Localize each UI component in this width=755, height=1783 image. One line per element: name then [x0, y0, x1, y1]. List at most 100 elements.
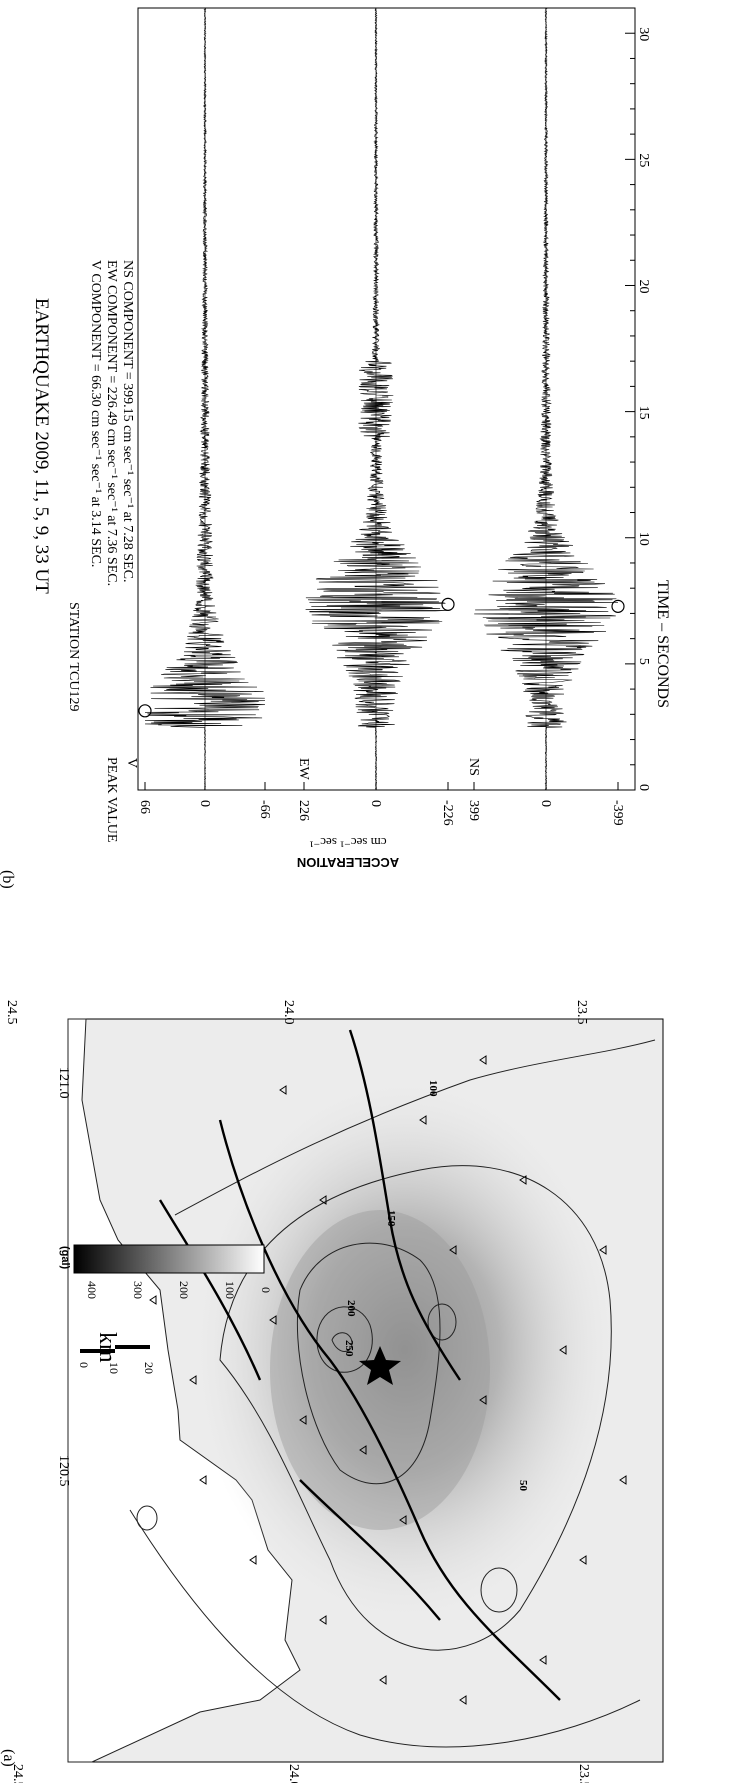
contour-label-100: 100: [427, 1080, 439, 1097]
seismogram-title: EARTHQUAKE 2009, 11, 5, 9, 33 UT: [31, 298, 52, 594]
colorbar-tick-0: 0: [259, 1287, 273, 1293]
station-marker: [319, 1615, 327, 1625]
station-marker: [359, 1445, 367, 1455]
panel-b-label: (b): [0, 870, 16, 889]
map-lon-tick-120.5: 120.5: [56, 1455, 71, 1487]
x-tick-label: 25: [636, 153, 651, 167]
panel-a-map: 50 100 150 200 250: [0, 1000, 664, 1783]
station-label: STATION TCU129: [66, 602, 81, 711]
contour-local-3: [136, 1505, 158, 1531]
y-tick-label-ew: -226: [440, 800, 455, 826]
station-marker: [379, 1675, 387, 1685]
map-lat-tick-23.5: 23.5: [576, 1764, 591, 1783]
station-marker: [399, 1515, 407, 1525]
station-marker: [299, 1415, 307, 1425]
pga-shade-outer: [195, 1080, 615, 1620]
station-marker: [479, 1395, 487, 1405]
station-marker: [269, 1315, 277, 1325]
panel-b-seismograms: EARTHQUAKE 2009, 11, 5, 9, 33 UT STATION…: [0, 7, 671, 889]
y-axis-label-line2: cm sec⁻¹ sec⁻¹: [309, 835, 386, 850]
contour-local-2: [427, 1303, 457, 1341]
component-label-v: V: [124, 758, 139, 768]
peak-value-header: PEAK VALUE: [104, 757, 119, 842]
y-tick-label-ew: 0: [368, 800, 383, 807]
map-lat-tick-24.0: 24.0: [286, 1764, 301, 1783]
seismogram-plot-area: [137, 7, 636, 791]
x-tick-label: 30: [636, 27, 651, 41]
colorbar: [73, 1244, 265, 1274]
contour-250: [331, 1332, 353, 1352]
component-label-ns: NS: [466, 758, 481, 776]
contour-local-1: [480, 1567, 518, 1613]
peak-marker-v: [138, 704, 152, 718]
y-tick-label-v: -66: [257, 800, 272, 819]
y-tick-label-ew: 226: [296, 800, 311, 821]
contour-200: [316, 1306, 373, 1373]
contour-50-upper: [174, 1039, 656, 1216]
station-marker: [249, 1555, 257, 1565]
fault-line-west: [158, 1199, 262, 1381]
contour-label-250: 250: [343, 1340, 355, 1357]
x-tick-label: 0: [636, 784, 651, 791]
station-marker: [199, 1475, 207, 1485]
x-tick-label: 10: [636, 532, 651, 546]
component-line-ew: EW COMPONENT = 226.49 cm sec⁻¹ sec⁻¹ at …: [104, 260, 119, 586]
colorbar-tick-400: 400: [85, 1281, 99, 1299]
scalebar-unit: km: [94, 1332, 120, 1363]
station-marker: [279, 1085, 287, 1095]
station-marker: [479, 1055, 487, 1065]
y-ticks-layer: 66 0 -66 226 0 -226 399 0 -399: [137, 782, 625, 826]
fault-line-main: [218, 1119, 561, 1701]
colorbar-tick-200: 200: [177, 1281, 191, 1299]
fault-line-south: [299, 1479, 441, 1621]
contour-label-50: 50: [517, 1480, 529, 1492]
y-tick-label-v: 0: [197, 800, 212, 807]
x-ticks-layer: 0 5 10 15 20 25 30: [625, 7, 651, 791]
y-tick-label-v: 66: [137, 800, 152, 814]
x-tick-label: 15: [636, 406, 651, 420]
x-axis-label: TIME – SECONDS: [654, 580, 671, 708]
y-tick-label-ns: 0: [538, 800, 553, 807]
x-tick-label: 5: [636, 658, 651, 665]
peak-marker-ns: [611, 599, 625, 613]
x-tick-label: 20: [636, 279, 651, 293]
map-lat-tick-24.5-top: 24.5: [4, 1000, 19, 1025]
colorbar-tick-300: 300: [131, 1281, 145, 1299]
traces-layer: V EW NS: [124, 7, 625, 791]
map-lat-tick-24.5: 24.5: [10, 1764, 25, 1783]
contour-label-200: 200: [345, 1300, 357, 1317]
station-marker: [579, 1555, 587, 1565]
contour-150: [296, 1242, 441, 1485]
station-marker: [319, 1195, 327, 1205]
map-lat-tick-24.0-top: 24.0: [281, 1000, 296, 1025]
scalebar-tick-20: 20: [142, 1362, 156, 1374]
y-axis-label-line1: ACCELERATION: [297, 855, 399, 870]
fault-line-east: [348, 1029, 461, 1381]
map-lon-tick-121.0: 121.0: [56, 1067, 71, 1099]
station-marker: [189, 1375, 197, 1385]
y-tick-label-ns: 399: [466, 800, 481, 821]
station-marker: [559, 1345, 567, 1355]
station-marker: [539, 1655, 547, 1665]
map-lat-tick-23.5-top: 23.5: [574, 1000, 589, 1025]
station-marker: [449, 1245, 457, 1255]
epicenter-star-icon: [359, 1346, 401, 1385]
contour-100: [219, 1165, 612, 1651]
trace-ns: [474, 7, 619, 791]
y-tick-label-ns: -399: [610, 800, 625, 826]
trace-ew: [305, 7, 448, 791]
panel-a-label: (a): [0, 1749, 17, 1767]
component-line-ns: NS COMPONENT = 399.15 cm sec⁻¹ sec⁻¹ at …: [120, 260, 135, 582]
scalebar: km 0 10 20: [77, 1332, 156, 1374]
station-marker: [599, 1245, 607, 1255]
colorbar-tick-100: 100: [223, 1281, 237, 1299]
trace-v: [144, 7, 266, 791]
station-marker: [149, 1295, 157, 1305]
component-label-ew: EW: [296, 758, 311, 781]
peak-marker-ew: [441, 597, 455, 611]
station-marker: [619, 1475, 627, 1485]
station-marker: [519, 1175, 527, 1185]
scalebar-tick-0: 0: [77, 1362, 91, 1368]
scalebar-tick-10: 10: [107, 1362, 121, 1374]
